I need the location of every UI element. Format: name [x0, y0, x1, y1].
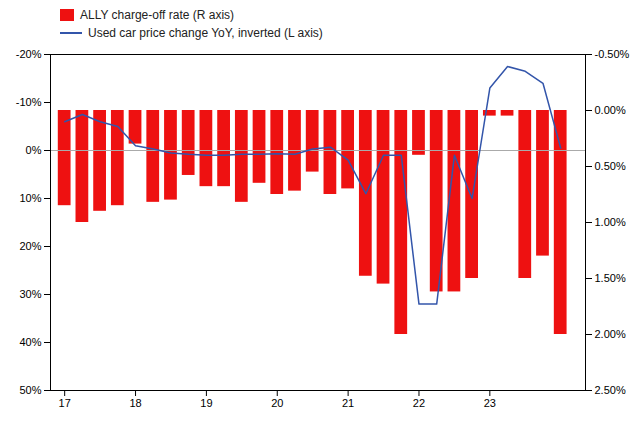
svg-text:2.00%: 2.00% [595, 328, 626, 340]
svg-text:21: 21 [342, 397, 354, 409]
svg-text:18: 18 [129, 397, 141, 409]
svg-text:23: 23 [484, 397, 496, 409]
svg-text:40%: 40% [19, 336, 41, 348]
svg-text:50%: 50% [19, 384, 41, 396]
svg-text:1.50%: 1.50% [595, 272, 626, 284]
svg-text:-0.50%: -0.50% [595, 48, 630, 60]
html-text:ALLY charge-off rate (R axis): ALLY charge-off rate (R axis) [80, 8, 235, 22]
html-text:Used car price change YoY, inv: Used car price change YoY, inverted (L a… [88, 26, 323, 40]
svg-text:22: 22 [413, 397, 425, 409]
svg-text:0.50%: 0.50% [595, 160, 626, 172]
svg-text:-10%: -10% [16, 96, 42, 108]
svg-text:1.00%: 1.00% [595, 216, 626, 228]
svg-text:0.00%: 0.00% [595, 104, 626, 116]
svg-text:20: 20 [271, 397, 283, 409]
svg-text:-20%: -20% [16, 48, 42, 60]
svg-text:30%: 30% [19, 288, 41, 300]
svg-text:2.50%: 2.50% [595, 384, 626, 396]
svg-text:17: 17 [59, 397, 71, 409]
svg-text:10%: 10% [19, 192, 41, 204]
svg-text:20%: 20% [19, 240, 41, 252]
svg-text:19: 19 [200, 397, 212, 409]
svg-text:0%: 0% [26, 144, 42, 156]
